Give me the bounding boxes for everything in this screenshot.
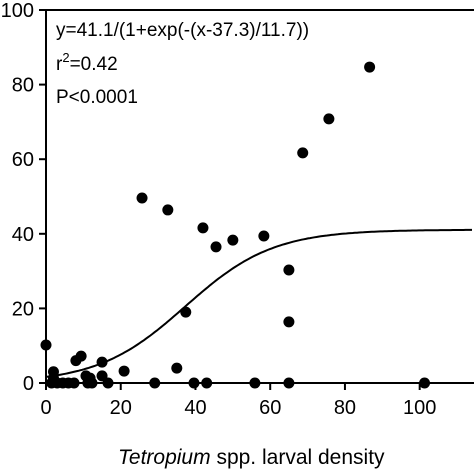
point: [180, 306, 192, 318]
y-tick-label: 60: [12, 149, 34, 171]
y-tick-label: 80: [12, 75, 34, 97]
point: [249, 377, 261, 389]
point: [258, 230, 270, 242]
point: [188, 377, 200, 389]
point: [197, 222, 209, 234]
point: [102, 377, 114, 389]
point: [419, 377, 431, 389]
point: [96, 356, 108, 368]
point: [227, 234, 239, 246]
point: [364, 61, 376, 73]
point: [283, 316, 295, 328]
point: [118, 365, 130, 377]
r-symbol: r: [56, 54, 63, 75]
r-squared: r2=0.42: [56, 50, 118, 75]
x-tick-label: 60: [259, 397, 281, 419]
y-tick-label: 0: [23, 373, 34, 395]
point: [68, 377, 80, 389]
y-tick-label: 40: [12, 224, 34, 246]
fit-curve: [45, 228, 472, 378]
x-tick-label: 80: [334, 397, 356, 419]
x-tick-label: 0: [40, 397, 51, 419]
x-axis-label: Tetropium spp. larval density: [118, 446, 385, 469]
y-tick-label: 20: [12, 298, 34, 320]
x-label-italic: Tetropium: [118, 446, 211, 469]
r-value: =0.42: [70, 54, 118, 75]
x-tick-label: 20: [110, 397, 132, 419]
r-superscript: 2: [62, 50, 69, 65]
equation: y=41.1/(1+exp(-(x-37.3)/11.7)): [56, 20, 309, 41]
point: [82, 377, 94, 389]
point: [171, 362, 183, 374]
point: [136, 192, 148, 204]
p-value: P<0.0001: [56, 87, 138, 108]
point: [323, 113, 335, 125]
point: [40, 339, 52, 351]
point: [149, 377, 161, 389]
point: [297, 147, 309, 159]
x-tick-label: 40: [184, 397, 206, 419]
x-label-rest: spp. larval density: [216, 446, 385, 469]
point: [283, 264, 295, 276]
point: [283, 377, 295, 389]
point: [75, 350, 87, 362]
y-tick-label: 100: [1, 0, 34, 22]
point: [210, 241, 222, 253]
point: [201, 377, 213, 389]
point: [162, 204, 174, 216]
x-tick-label: 100: [403, 397, 436, 419]
